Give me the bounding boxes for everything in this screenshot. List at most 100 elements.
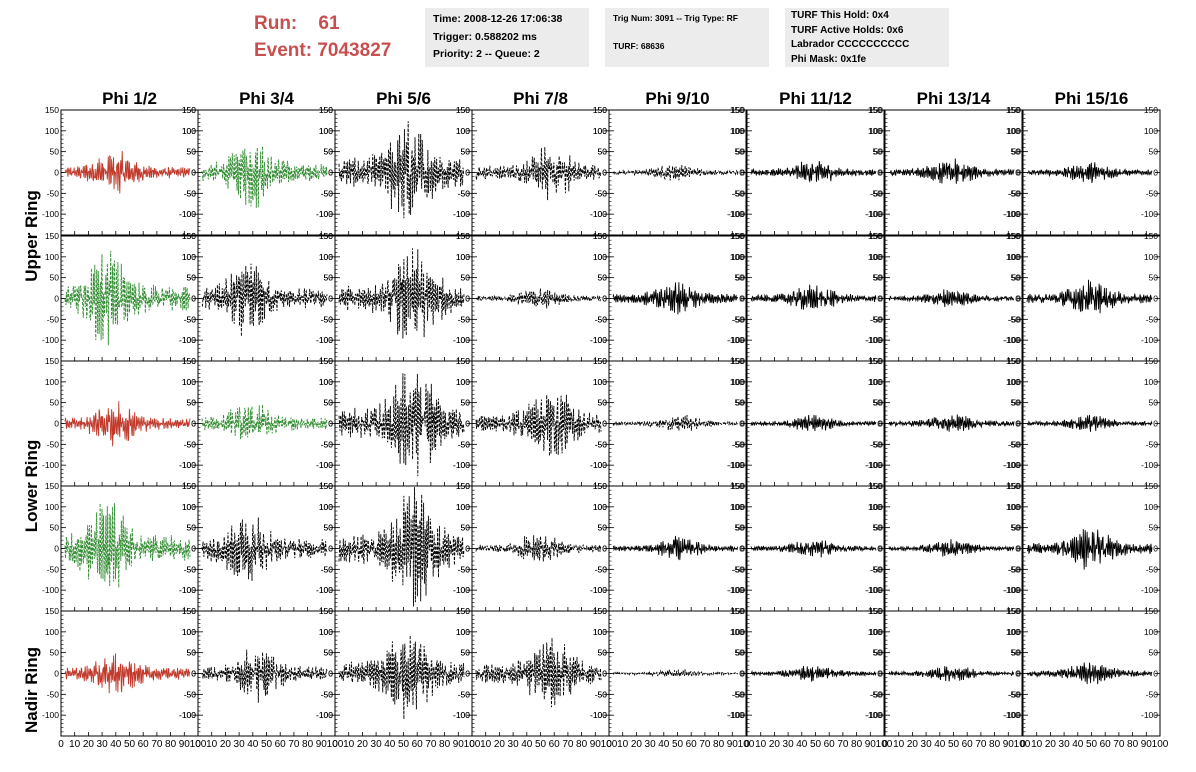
y-tick-label-right: 50 — [1011, 648, 1021, 658]
y-tick-label: 150 — [45, 231, 59, 241]
y-tick-label-right: -100 — [316, 585, 333, 595]
y-tick-label-right: 0 — [1015, 168, 1020, 178]
column-title: Phi 5/6 — [376, 89, 431, 108]
y-tick-label-right: 50 — [324, 398, 334, 408]
y-tick-label-right: 50 — [735, 648, 745, 658]
y-tick-label-right: 0 — [328, 294, 333, 304]
y-tick-label: 150 — [456, 231, 470, 241]
y-tick-label-right: 150 — [593, 356, 607, 366]
x-tick-label: 0 — [469, 739, 475, 750]
y-tick-label-right: 100 — [593, 502, 607, 512]
y-tick-label-right: -50 — [870, 439, 883, 449]
x-tick-label: 80 — [851, 739, 863, 750]
y-tick-label: 100 — [456, 627, 470, 637]
waveform-trace — [750, 665, 877, 682]
y-tick-label-right: 150 — [319, 231, 333, 241]
y-tick-label: 150 — [45, 606, 59, 616]
waveform-panel: -100 -100 -50 -50 0 0 50 50 100 100 150 150 — [1004, 606, 1161, 737]
waveform-trace — [64, 503, 191, 588]
y-tick-label-right: 150 — [1144, 606, 1158, 616]
y-tick-label: 150 — [593, 356, 607, 366]
y-tick-label-right: 0 — [191, 669, 196, 679]
y-tick-label: 0 — [1016, 168, 1021, 178]
y-tick-label: -100 — [179, 209, 196, 219]
y-tick-label: 100 — [869, 252, 883, 262]
x-tick-label: 40 — [384, 739, 396, 750]
y-tick-label-right: 100 — [730, 502, 744, 512]
y-tick-label: 150 — [182, 356, 196, 366]
y-tick-label-right: 100 — [868, 126, 882, 136]
y-tick-label: 50 — [1012, 147, 1022, 157]
turf-hold-text: TURF This Hold: 0x4 — [791, 10, 889, 21]
y-tick-label-right: 0 — [739, 544, 744, 554]
y-tick-label: -50 — [47, 564, 60, 574]
y-tick-label-right: 0 — [465, 669, 470, 679]
x-tick-label: 90 — [590, 739, 602, 750]
y-tick-label: -50 — [871, 188, 884, 198]
y-tick-label-right: -100 — [727, 585, 744, 595]
x-tick-label: 20 — [494, 739, 506, 750]
y-tick-label-right: -50 — [1008, 439, 1021, 449]
y-tick-label: 150 — [731, 231, 745, 241]
waveform-trace — [338, 121, 465, 219]
column-title: Phi 3/4 — [239, 89, 294, 108]
y-tick-label: 0 — [328, 294, 333, 304]
y-tick-label: 100 — [731, 126, 745, 136]
panel-frame — [197, 610, 336, 737]
y-tick-label-right: 150 — [456, 356, 470, 366]
y-tick-label-right: 100 — [319, 627, 333, 637]
waveform-trace — [888, 289, 1015, 308]
y-tick-label: 100 — [731, 377, 745, 387]
column-title: Phi 11/12 — [779, 89, 852, 108]
run-value: 61 — [318, 13, 340, 34]
y-tick-label: 150 — [731, 356, 745, 366]
y-tick-label: 150 — [319, 481, 333, 491]
waveform-panel: -100 -100 -50 -50 0 0 50 50 100 100 150 150 — [728, 481, 885, 612]
y-tick-label: -50 — [1009, 188, 1022, 198]
x-tick-label: 60 — [412, 739, 424, 750]
x-tick-label: 10 — [69, 739, 81, 750]
y-tick-label-right: 150 — [730, 356, 744, 366]
y-tick-label-right: 100 — [730, 377, 744, 387]
y-tick-label-right: 0 — [602, 294, 607, 304]
y-tick-label: 100 — [869, 126, 883, 136]
y-tick-label: 100 — [45, 126, 59, 136]
y-tick-label-right: 100 — [319, 377, 333, 387]
waveform-trace — [201, 404, 328, 440]
y-tick-label: 0 — [328, 544, 333, 554]
y-tick-label: -100 — [728, 585, 745, 595]
y-tick-label: -100 — [1004, 710, 1021, 720]
y-tick-label-right: 0 — [465, 544, 470, 554]
y-tick-label-right: 0 — [739, 419, 744, 429]
y-tick-label-right: -100 — [179, 209, 196, 219]
waveform-panel: -100 -100 -50 -50 0 0 50 50 100 100 150 150 — [1004, 356, 1161, 487]
panel-frame — [197, 109, 336, 236]
y-tick-label-right: 50 — [873, 523, 883, 533]
y-tick-label: 150 — [182, 231, 196, 241]
x-tick-label: 70 — [562, 739, 574, 750]
y-tick-label: -50 — [184, 689, 197, 699]
y-tick-label: 50 — [50, 147, 60, 157]
y-tick-label-right: 50 — [324, 147, 334, 157]
y-tick-label-right: 0 — [191, 419, 196, 429]
y-tick-label: -100 — [42, 585, 59, 595]
y-tick-label: 150 — [869, 606, 883, 616]
event-label: Event: — [254, 40, 313, 61]
waveform-trace — [612, 282, 739, 315]
y-tick-label-right: -50 — [184, 689, 197, 699]
waveform-panel: -100 -100 -50 -50 0 0 50 50 100 100 150 150 — [590, 481, 747, 612]
y-tick-label-right: -50 — [458, 314, 471, 324]
y-tick-label-right: 150 — [868, 356, 882, 366]
y-tick-label-right: 50 — [873, 273, 883, 283]
y-tick-label: 100 — [45, 377, 59, 387]
y-tick-label: -100 — [316, 585, 333, 595]
x-tick-label: 20 — [631, 739, 643, 750]
y-tick-label: -50 — [458, 689, 471, 699]
y-tick-label: -100 — [1004, 335, 1021, 345]
y-tick-label-right: -50 — [732, 188, 745, 198]
y-tick-label: -100 — [316, 335, 333, 345]
y-tick-label: 100 — [182, 502, 196, 512]
y-tick-label: -50 — [321, 439, 334, 449]
y-tick-label: 0 — [54, 419, 59, 429]
y-tick-label-right: -100 — [1003, 710, 1020, 720]
